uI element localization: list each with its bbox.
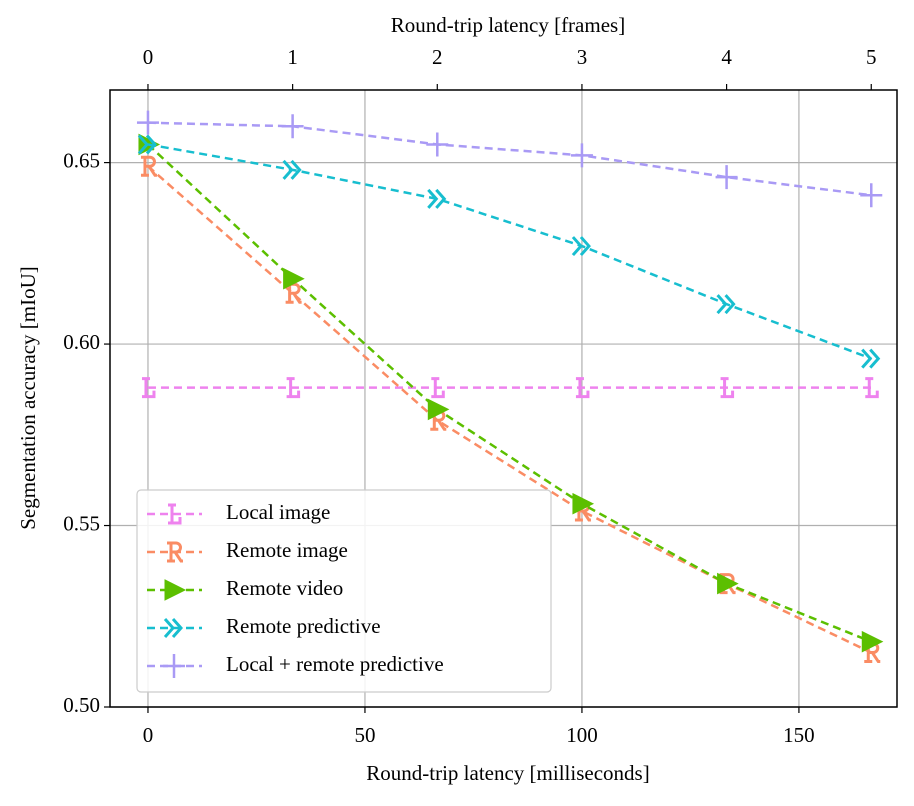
marker <box>282 159 302 180</box>
marker <box>575 377 590 399</box>
x2-tick-label: 2 <box>432 45 443 69</box>
marker <box>136 110 159 135</box>
x-tick-label: 50 <box>354 723 375 747</box>
x2-tick-label: 1 <box>287 45 298 69</box>
marker <box>283 267 305 290</box>
marker <box>572 492 595 515</box>
legend-label: Local + remote predictive <box>226 652 444 676</box>
legend-box <box>136 489 552 693</box>
legend-marker <box>164 579 187 601</box>
marker <box>430 409 447 431</box>
y-tick-label: 0.55 <box>63 511 100 535</box>
x2-tick-label: 3 <box>577 45 588 69</box>
x2-tick-label: 5 <box>866 45 877 69</box>
marker <box>285 282 302 304</box>
x2-axis-label: Round-trip latency [frames] <box>391 13 625 37</box>
marker <box>431 377 445 399</box>
marker <box>864 642 881 664</box>
legend-label: Remote predictive <box>226 614 381 638</box>
marker <box>570 143 593 168</box>
series-line <box>147 143 872 643</box>
x2-tick-label: 4 <box>721 45 732 69</box>
marker <box>571 236 591 257</box>
legend-label: Remote video <box>226 576 343 600</box>
y-tick-label: 0.65 <box>63 148 100 172</box>
marker <box>717 572 739 595</box>
marker <box>860 183 883 208</box>
marker <box>720 377 735 399</box>
marker <box>281 114 304 139</box>
marker <box>716 294 736 315</box>
legend-label: Local image <box>226 500 330 524</box>
marker <box>715 165 738 190</box>
y-tick-label: 0.60 <box>63 330 100 354</box>
y-tick-label: 0.50 <box>63 693 100 717</box>
legend-label: Remote image <box>226 538 348 562</box>
legend-marker <box>167 541 183 563</box>
series-line <box>147 143 872 360</box>
legend-marker <box>163 618 184 638</box>
plot-frame <box>109 89 898 708</box>
legend-marker <box>163 654 185 678</box>
marker <box>286 377 301 399</box>
marker <box>427 188 447 209</box>
x-tick-label: 100 <box>566 723 598 747</box>
x-tick-label: 0 <box>143 723 154 747</box>
x2-tick-label: 0 <box>143 45 154 69</box>
x-tick-label: 150 <box>783 723 815 747</box>
marker <box>427 398 450 421</box>
marker <box>865 377 879 399</box>
series-line <box>147 165 872 654</box>
marker <box>426 132 449 157</box>
marker <box>861 630 884 653</box>
marker <box>141 377 156 399</box>
legend-marker <box>168 503 182 525</box>
marker <box>861 348 881 369</box>
marker <box>137 134 157 155</box>
series-line <box>147 121 872 197</box>
y-axis-label: Segmentation accuracy [mIoU] <box>16 266 40 530</box>
x-axis-label: Round-trip latency [milliseconds] <box>366 761 649 785</box>
marker <box>140 155 157 177</box>
